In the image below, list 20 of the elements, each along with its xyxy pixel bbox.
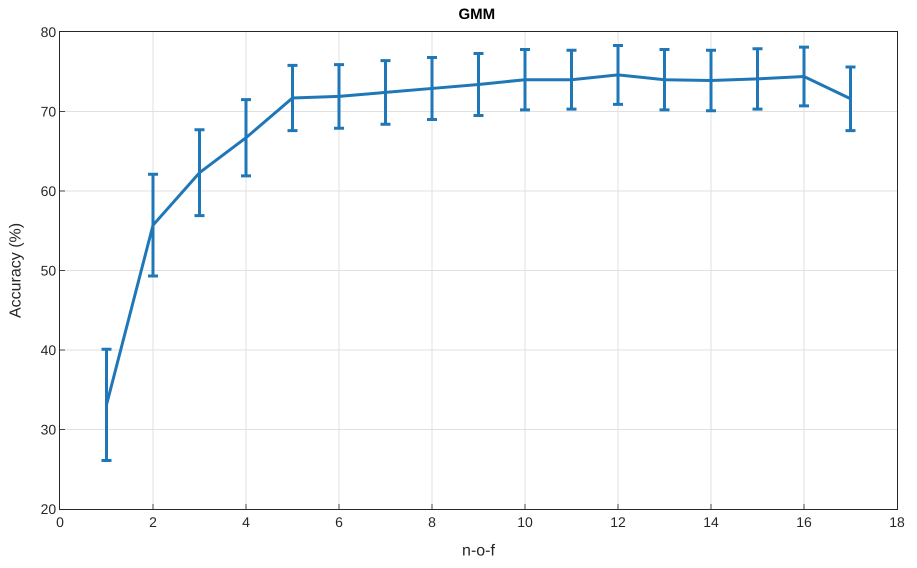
x-tick-label: 12	[610, 514, 626, 530]
y-tick-label: 80	[40, 24, 56, 40]
x-tick-label: 4	[242, 514, 250, 530]
y-tick-label: 30	[40, 421, 56, 438]
x-tick-label: 2	[149, 514, 158, 530]
y-tick-label: 50	[40, 262, 56, 278]
x-axis-title: n-o-f	[462, 542, 496, 560]
x-tick-label: 8	[428, 514, 436, 530]
y-tick-label: 20	[40, 500, 56, 517]
chart-title: GMM	[458, 6, 496, 24]
x-tick-label: 18	[889, 514, 905, 530]
x-tick-label: 6	[335, 514, 344, 530]
x-tick-label: 10	[517, 514, 533, 530]
x-tick-label: 0	[56, 514, 64, 530]
y-tick-label: 60	[40, 182, 56, 199]
y-tick-label: 70	[40, 103, 56, 120]
y-axis-title: Accuracy (%)	[8, 222, 25, 318]
x-tick-label: 14	[703, 514, 719, 530]
y-tick-label: 40	[40, 342, 56, 358]
x-tick-label: 16	[796, 514, 812, 530]
